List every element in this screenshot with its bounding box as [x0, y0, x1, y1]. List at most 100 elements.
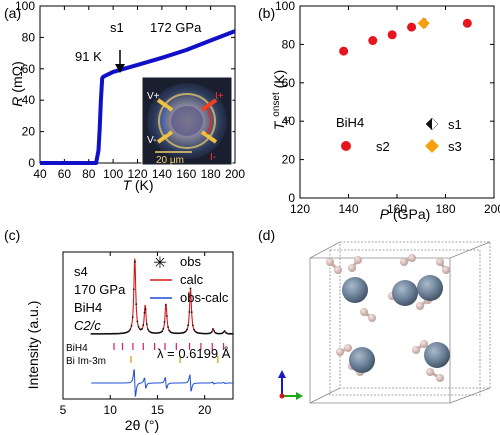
bismuth-atom-2	[417, 275, 443, 301]
panel-a-ticks: 40 60 80 100 120 140 160 180 200 0 20 40 60 80 100	[15, 0, 245, 181]
panel-c-xtick-label-0: 5	[60, 403, 67, 417]
point-s2-4	[462, 18, 472, 28]
obs-point-61	[162, 328, 165, 330]
panel-c-wavelength: λ = 0.6199 Å	[157, 346, 231, 361]
obs-point-85	[190, 311, 193, 313]
panel-a-resistance-curve	[40, 29, 236, 165]
panel-a-xtick-label-7: 180	[201, 167, 221, 181]
hydrogen-pair-3	[436, 258, 450, 274]
panel-a-inset-micrograph: V+ V- I+ I- 20 μm	[141, 76, 233, 166]
obs-point-83	[188, 311, 191, 313]
panel-c-plot-frame	[62, 251, 234, 400]
panel-a-pressure-label: 172 GPa	[150, 20, 202, 35]
panel-d: (d)	[258, 227, 491, 404]
panel-a-ytick-label-2: 40	[22, 93, 36, 107]
hydrogen-pair-10	[426, 368, 444, 382]
legend-label-obs: obs	[180, 254, 201, 269]
panel-b-ytick-label-4: 80	[282, 37, 296, 51]
svg-text:Tconset (K): Tconset (K)	[271, 70, 293, 131]
obs-point-112	[222, 331, 225, 333]
inset-label-iplus: I+	[215, 91, 224, 102]
point-s2-3	[407, 22, 417, 32]
panel-a-xtick-label-8: 200	[225, 167, 245, 181]
legend-label-s3: s3	[448, 139, 462, 154]
panel-b-ytick-label-3: 60	[282, 76, 296, 90]
panel-a-tc-label: 91 K	[75, 49, 102, 64]
panel-c-legend: ✳ obs calc obs-calc	[150, 254, 229, 305]
obs-point-101	[209, 332, 212, 334]
obs-point-103	[212, 328, 214, 330]
panel-c-label: (c)	[4, 227, 20, 243]
panel-a: (a) 40 60 80 100 120 140 160 180 200 0 20 40 60 80 100…	[4, 0, 245, 193]
inset-label-vminus: V-	[147, 135, 156, 146]
panel-c-ticks: 5 10 15 20	[60, 252, 212, 417]
panel-c-obs-points	[90, 260, 234, 335]
obs-point-62	[163, 321, 166, 323]
inset-scale-bar-label: 20 μm	[156, 155, 184, 166]
hydrogen-pair-0	[326, 258, 342, 274]
obs-point-113	[223, 330, 226, 332]
obs-point-80	[184, 330, 187, 333]
obs-point-81	[186, 328, 188, 331]
panel-c-xtick-label-3: 20	[198, 403, 212, 417]
point-s2-0	[339, 46, 349, 56]
panel-c-y-axis-title: Intensity (a.u.)	[25, 301, 41, 390]
legend-marker-obs: ✳	[153, 255, 166, 272]
obs-point-104	[213, 330, 216, 332]
panel-a-label: (a)	[4, 5, 21, 21]
panel-c: (c) 5 10 15 20 s4 170 GPa BiH4 C2/c BiH4 Bi…	[4, 227, 234, 433]
panel-b-y-axis-title: Tconset (K)	[271, 70, 293, 131]
panel-c-phase-bi: Bi Im-3m	[66, 356, 106, 367]
panel-b-y-sub: c	[282, 117, 293, 122]
obs-point-102	[210, 331, 213, 333]
panel-c-obs-calc-curve	[91, 368, 233, 398]
panel-b-xtick-label-1: 140	[338, 202, 358, 216]
panel-a-x-unit: (K)	[131, 177, 154, 193]
panel-a-xtick-label-0: 40	[33, 167, 47, 181]
hydrogen-pair-9	[412, 340, 428, 354]
bismuth-atoms	[342, 275, 450, 373]
panel-a-xtick-label-5: 140	[152, 167, 172, 181]
point-s2-1	[368, 36, 378, 46]
point-s3-0	[417, 17, 430, 30]
panel-a-ytick-label-1: 20	[22, 125, 36, 139]
point-s2-2	[387, 30, 397, 40]
bismuth-atom-4	[424, 342, 450, 368]
obs-point-34	[130, 325, 133, 327]
bismuth-atom-0	[342, 277, 368, 303]
panel-c-sample: s4	[74, 264, 88, 279]
panel-a-xtick-label-4: 120	[127, 167, 147, 181]
panel-a-ytick-label-0: 0	[28, 156, 35, 170]
panel-b-x-axis-title: P (GPa)	[380, 206, 431, 222]
panel-b-label: (b)	[258, 5, 275, 21]
panel-a-tc-arrow	[115, 50, 125, 73]
obs-point-32	[128, 330, 131, 332]
legend-marker-s3	[425, 139, 439, 153]
panel-b-ticks: 120 140 160 180 200 0 20 40 60 80 100	[275, 0, 500, 216]
obs-point-63	[164, 304, 167, 306]
panel-d-label: (d)	[258, 227, 275, 243]
obs-point-111	[221, 332, 224, 335]
obs-point-60	[161, 330, 164, 333]
panel-a-xtick-label-1: 60	[58, 167, 72, 181]
inset-label-vplus: V+	[147, 91, 160, 102]
bismuth-atom-1	[392, 280, 418, 306]
obs-point-64	[166, 315, 168, 317]
panel-b-legend: BiH4 s2 s1 s3	[336, 115, 462, 154]
axes-triad	[278, 370, 303, 400]
obs-point-46	[144, 308, 147, 311]
hydrogen-pair-7	[336, 344, 352, 356]
obs-point-120	[232, 333, 234, 335]
panel-b-ytick-label-1: 20	[282, 153, 296, 167]
legend-label-obs-calc: obs-calc	[180, 290, 229, 305]
panel-a-y-var: R	[9, 97, 25, 107]
panel-c-xtick-label-2: 15	[151, 403, 165, 417]
panel-b-x-var: P	[380, 206, 390, 222]
legend-label-calc: calc	[180, 272, 204, 287]
obs-point-59	[160, 331, 162, 334]
obs-point-44	[142, 324, 145, 327]
hydrogen-pair-4	[360, 308, 376, 322]
panel-a-xtick-label-3: 100	[103, 167, 123, 181]
